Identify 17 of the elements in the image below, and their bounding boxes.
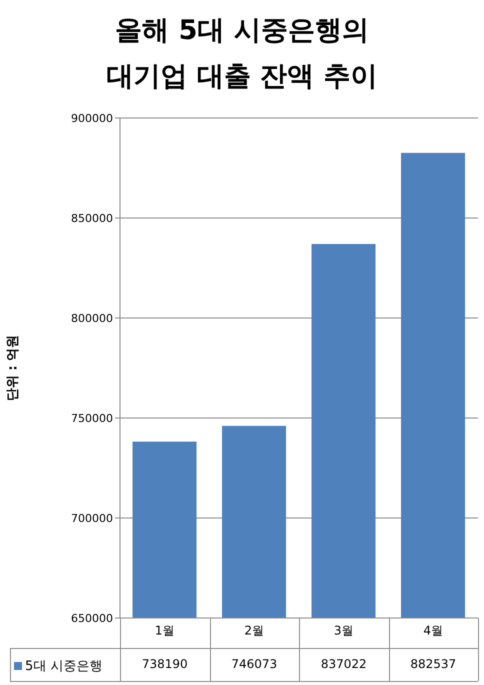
- x-tick-label: 2월: [244, 624, 264, 638]
- data-label: 882537: [409, 657, 458, 671]
- data-label: 738190: [140, 657, 189, 671]
- y-tick-label: 700000: [71, 512, 113, 525]
- x-tick-label: 3월: [334, 624, 354, 638]
- x-tick-label: 4월: [423, 624, 444, 638]
- data-label: 746073: [230, 657, 278, 671]
- data-label: 837022: [320, 657, 368, 671]
- y-tick-label: 750000: [71, 412, 113, 425]
- legend-label: 5대 시중은행: [25, 658, 102, 675]
- y-tick-label: 650000: [71, 612, 113, 625]
- y-tick-label: 800000: [71, 312, 113, 325]
- y-tick-label: 900000: [71, 112, 113, 125]
- y-tick-label: 850000: [71, 212, 113, 225]
- chart-title: 올해 5대 시중은행의 대기업 대출 잔액 추이: [105, 14, 379, 94]
- y-axis-title: 단위 : 억원: [6, 334, 21, 402]
- x-tick-label: 1월: [154, 624, 175, 638]
